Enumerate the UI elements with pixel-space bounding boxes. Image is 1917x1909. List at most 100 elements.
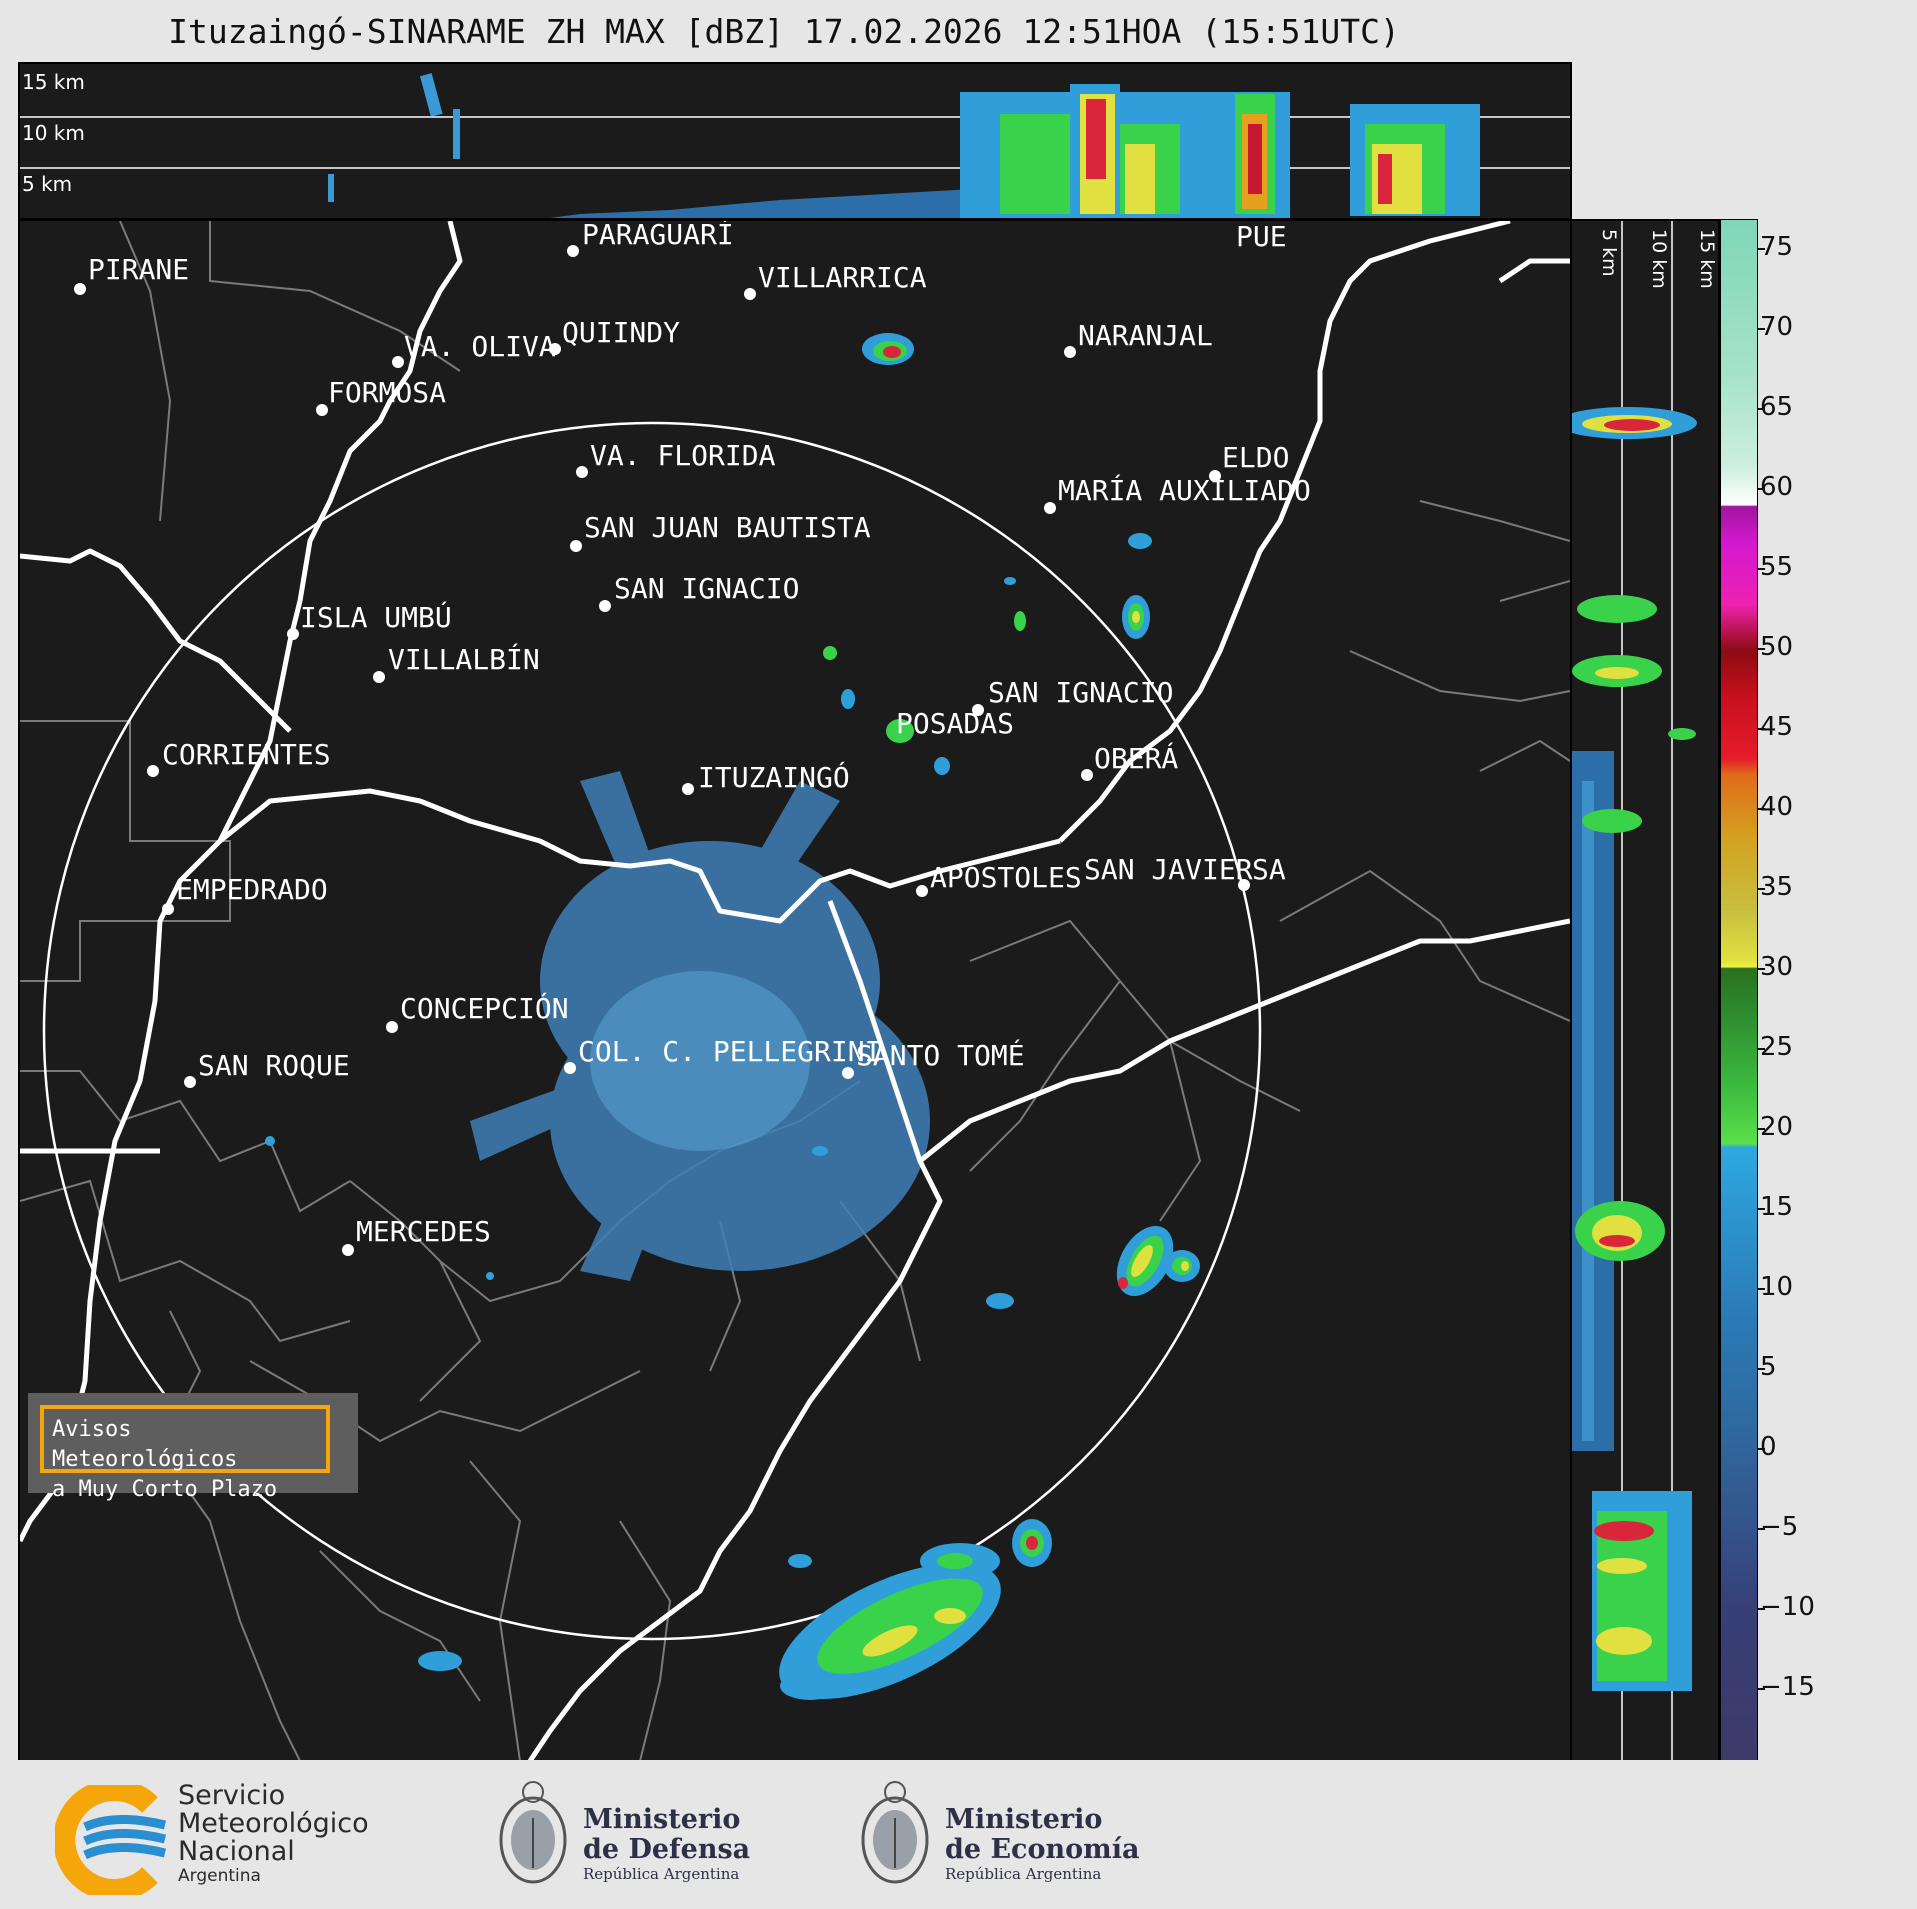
- smn-line3: Nacional: [178, 1836, 295, 1867]
- radar-map-canvas: PARAGUARÍ VILLARRICA PIRANE QUIINDY VA. …: [20, 221, 1570, 1761]
- avisos-line1: Avisos Meteorológicos: [52, 1417, 238, 1472]
- colorbar-tickmark: [1757, 888, 1765, 890]
- city-labels: PARAGUARÍ VILLARRICA PIRANE QUIINDY VA. …: [88, 221, 1311, 1248]
- smn-line2: Meteorológico: [178, 1808, 369, 1839]
- defensa-line2: de Defensa: [583, 1834, 751, 1865]
- colorbar-tickmark: [1757, 1048, 1765, 1050]
- colorbar-tickmark: [1757, 328, 1765, 330]
- top-height-label-15: 15 km: [22, 70, 85, 94]
- city-markers: [74, 245, 1250, 1256]
- colorbar-tickmark: [1757, 248, 1765, 250]
- avisos-button[interactable]: Avisos Meteorológicos a Muy Corto Plazo: [28, 1393, 358, 1502]
- city-label: CORRIENTES: [162, 738, 331, 771]
- city-label: VA. FLORIDA: [590, 439, 776, 472]
- city-label: EMPEDRADO: [176, 873, 328, 906]
- footer: Servicio Meteorológico Nacional Argentin…: [0, 1760, 1917, 1909]
- city-label: NARANJAL: [1078, 319, 1213, 352]
- city-label: MARÍA AUXILIADO: [1058, 473, 1311, 507]
- colorbar-tickmark: [1757, 968, 1765, 970]
- city-label: SAN ROQUE: [198, 1049, 350, 1082]
- argentina-seal-icon: [499, 1781, 567, 1884]
- colorbar-tick: 30: [1760, 952, 1794, 982]
- colorbar-tickmark: [1757, 1688, 1765, 1690]
- chart-title: Ituzaingó-SINARAME ZH MAX [dBZ] 17.02.20…: [168, 12, 1400, 51]
- colorbar-tickmark: [1757, 1208, 1765, 1210]
- colorbar-tick: 70: [1760, 312, 1794, 342]
- colorbar-tick: 50: [1760, 632, 1794, 662]
- smn-line1: Servicio: [178, 1780, 286, 1811]
- economia-logo-text: Ministerio de Economía República Argenti…: [945, 1804, 1140, 1884]
- colorbar-tickmark: [1757, 1608, 1765, 1610]
- defensa-line1: Ministerio: [583, 1804, 741, 1835]
- city-label: CONCEPCIÓN: [400, 991, 569, 1025]
- colorbar-tickmark: [1757, 488, 1765, 490]
- city-label: PARAGUARÍ: [582, 221, 734, 251]
- colorbar-tick: 25: [1760, 1032, 1794, 1062]
- city-label: SAN IGNACIO: [988, 676, 1173, 709]
- side-height-label-15: 15 km: [1696, 229, 1718, 289]
- city-label: SAN JUAN BAUTISTA: [584, 511, 871, 544]
- city-label: QUIINDY: [562, 316, 680, 349]
- colorbar-tick: 5: [1760, 1352, 1777, 1382]
- city-label: ELDO: [1222, 441, 1289, 474]
- argentina-seal-icon: [861, 1781, 929, 1884]
- colorbar-tick: −5: [1760, 1512, 1799, 1542]
- city-label: VA. OLIVA: [404, 330, 556, 363]
- colorbar-tick: 35: [1760, 872, 1794, 902]
- economia-sub: República Argentina: [945, 1865, 1102, 1883]
- side-height-label-5: 5 km: [1598, 229, 1620, 277]
- colorbar-tickmark: [1757, 1288, 1765, 1290]
- economia-line1: Ministerio: [945, 1804, 1103, 1835]
- city-label: POSADAS: [896, 707, 1014, 740]
- smn-logo-text: Servicio Meteorológico Nacional Argentin…: [178, 1780, 369, 1887]
- city-label: PUE: [1236, 221, 1287, 253]
- side-profile-echoes: [1572, 221, 1697, 1761]
- colorbar-tick: 60: [1760, 472, 1794, 502]
- colorbar-tickmark: [1757, 648, 1765, 650]
- city-label: SA: [1252, 853, 1286, 886]
- colorbar-tick: 40: [1760, 792, 1794, 822]
- top-height-label-10: 10 km: [22, 121, 85, 145]
- colorbar-tick: 15: [1760, 1192, 1794, 1222]
- city-label: VILLALBÍN: [388, 642, 540, 676]
- colorbar-tick: −10: [1760, 1592, 1815, 1622]
- smn-line4: Argentina: [178, 1866, 261, 1886]
- city-label: MERCEDES: [356, 1215, 491, 1248]
- city-label: VILLARRICA: [758, 261, 927, 294]
- city-label: APÓSTOLES: [930, 860, 1082, 894]
- smn-logo-icon: [55, 1785, 167, 1895]
- colorbar-tickmark: [1757, 1368, 1765, 1370]
- defensa-sub: República Argentina: [583, 1865, 740, 1883]
- colorbar-tick: 10: [1760, 1272, 1794, 1302]
- radar-map: PARAGUARÍ VILLARRICA PIRANE QUIINDY VA. …: [18, 219, 1572, 1763]
- city-label: ISLA UMBÚ: [300, 600, 452, 634]
- colorbar-tickmark: [1757, 408, 1765, 410]
- top-height-label-5: 5 km: [22, 172, 73, 196]
- economia-line2: de Economía: [945, 1834, 1140, 1865]
- colorbar-tickmark: [1757, 728, 1765, 730]
- top-profile-echoes: [20, 73, 1570, 218]
- city-label: OBERÁ: [1094, 741, 1178, 775]
- colorbar-tickmark: [1757, 1448, 1765, 1450]
- city-label: SAN IGNACIO: [614, 572, 799, 605]
- colorbar-tick: 65: [1760, 392, 1794, 422]
- colorbar: [1720, 219, 1758, 1761]
- top-height-profile: 15 km 10 km 5 km: [18, 62, 1572, 220]
- colorbar-tick: 0: [1760, 1432, 1777, 1462]
- colorbar-tick: 45: [1760, 712, 1794, 742]
- city-label: FORMOSA: [328, 376, 446, 409]
- colorbar-tickmark: [1757, 568, 1765, 570]
- colorbar-tickmark: [1757, 1128, 1765, 1130]
- range-ring: [42, 421, 1262, 1641]
- colorbar-tickmark: [1757, 1528, 1765, 1530]
- avisos-line2: a Muy Corto Plazo: [52, 1477, 278, 1502]
- colorbar-tick: 55: [1760, 552, 1794, 582]
- storm-echoes: [265, 333, 1200, 1700]
- colorbar-tick: 20: [1760, 1112, 1794, 1142]
- city-label: COL. C. PELLEGRINI: [578, 1035, 881, 1068]
- colorbar-tickmark: [1757, 808, 1765, 810]
- defensa-logo-text: Ministerio de Defensa República Argentin…: [583, 1804, 751, 1884]
- colorbar-tick: 75: [1760, 232, 1794, 262]
- city-label: SAN JAVIER: [1084, 853, 1253, 886]
- city-label: ITUZAINGÓ: [698, 760, 850, 794]
